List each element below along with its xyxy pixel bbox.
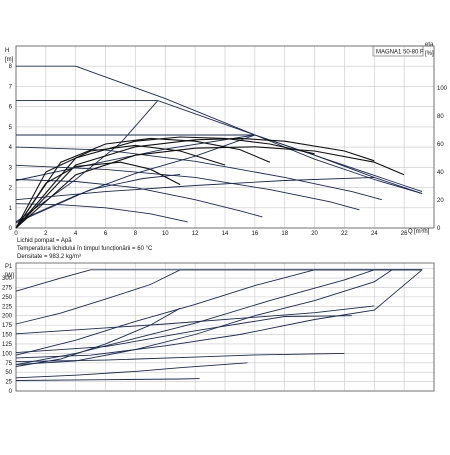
power-tick-label: 25 (5, 380, 12, 386)
flow-axis-label: Q (408, 229, 413, 235)
y-tick-label: 8 (9, 64, 13, 70)
power-tick-label: 225 (2, 304, 13, 310)
head-axis-label: H (5, 48, 9, 54)
power-tick-label: 275 (2, 285, 13, 291)
x-tick-label: 24 (371, 231, 378, 237)
power-tick-label: 150 (2, 333, 13, 339)
head-axis-unit: [m] (5, 57, 14, 63)
system-curve (15, 176, 375, 201)
eta-tick-label: 100 (437, 86, 448, 92)
power-tick-label: 125 (2, 342, 13, 348)
power-curve (15, 269, 393, 366)
efficiency-curve (15, 144, 226, 229)
x-tick-label: 12 (192, 231, 199, 237)
x-tick-label: 16 (252, 231, 259, 237)
power-curve (15, 269, 423, 292)
x-tick-label: 20 (311, 231, 318, 237)
system-curve (15, 134, 256, 223)
power-tick-label: 200 (2, 314, 13, 320)
eta-axis-label: eta (425, 42, 434, 48)
power-axis-label: P1 (5, 264, 13, 270)
efficiency-curve (15, 137, 271, 229)
y-tick-label: 4 (9, 145, 13, 151)
power-curve (15, 362, 248, 379)
x-tick-label: 10 (162, 231, 169, 237)
power-tick-label: 175 (2, 323, 13, 329)
chart-title: MAGNA1 50-80 F (376, 50, 424, 56)
efficiency-curve (15, 146, 405, 229)
power-axis-unit: [W] (5, 273, 14, 279)
power-tick-label: 0 (9, 389, 13, 395)
power-curve (15, 315, 352, 354)
power-curve (15, 269, 423, 359)
power-chart-frame (15, 262, 435, 392)
eta-tick-label: 20 (437, 198, 444, 204)
power-tick-label: 100 (2, 351, 13, 357)
y-tick-label: 6 (9, 105, 13, 111)
y-tick-label: 3 (9, 165, 13, 171)
head-chart-frame (15, 45, 435, 229)
power-curve (15, 305, 375, 335)
y-tick-label: 2 (9, 186, 13, 192)
system-curve (15, 173, 181, 224)
power-tick-label: 300 (2, 276, 13, 282)
x-tick-label: 4 (74, 231, 78, 237)
eta-tick-label: 60 (437, 142, 444, 148)
eta-tick-label: 0 (437, 226, 441, 232)
eta-tick-label: 40 (437, 170, 444, 176)
x-tick-label: 18 (281, 231, 288, 237)
flow-axis-unit: [m³/h] (414, 229, 430, 235)
power-curve (15, 269, 423, 356)
power-curve (15, 352, 345, 363)
head-chart: 0 2 4 6 8 10 12 14 16 18 20 22 24 2601234567802040608… (9, 45, 448, 237)
y-tick-label: 0 (9, 226, 13, 232)
efficiency-curve (15, 161, 181, 229)
power-curve (15, 378, 200, 381)
power-tick-label: 75 (5, 361, 12, 367)
x-tick-label: 2 (44, 231, 48, 237)
x-tick-label: 8 (134, 231, 138, 237)
efficiency-curve (15, 137, 375, 229)
power-curve (15, 269, 423, 366)
power-curve (15, 269, 423, 325)
power-chart: 0 25 50 75 100 125 150 175 200 225 250 275 300 (2, 262, 435, 395)
note-density: Densitate = 983.2 kg/m³ (17, 254, 81, 260)
eta-tick-label: 80 (437, 114, 444, 120)
power-tick-label: 50 (5, 370, 12, 376)
y-tick-label: 1 (9, 206, 13, 212)
x-tick-label: 6 (104, 231, 108, 237)
x-tick-label: 22 (341, 231, 348, 237)
x-tick-label: 26 (401, 231, 408, 237)
eta-axis-unit: [%] (425, 51, 434, 57)
power-tick-label: 250 (2, 295, 13, 301)
x-tick-label: 0 (14, 231, 18, 237)
pump-curve (15, 203, 188, 223)
pump-curve (15, 179, 263, 218)
note-medium: Lichid pompat = Apă (17, 238, 72, 244)
y-tick-label: 7 (9, 84, 13, 90)
y-tick-label: 5 (9, 125, 13, 131)
pump-curve (16, 134, 423, 195)
x-tick-label: 14 (222, 231, 229, 237)
note-temperature: Temperatura lichidului în timpul funcțio… (17, 246, 153, 252)
